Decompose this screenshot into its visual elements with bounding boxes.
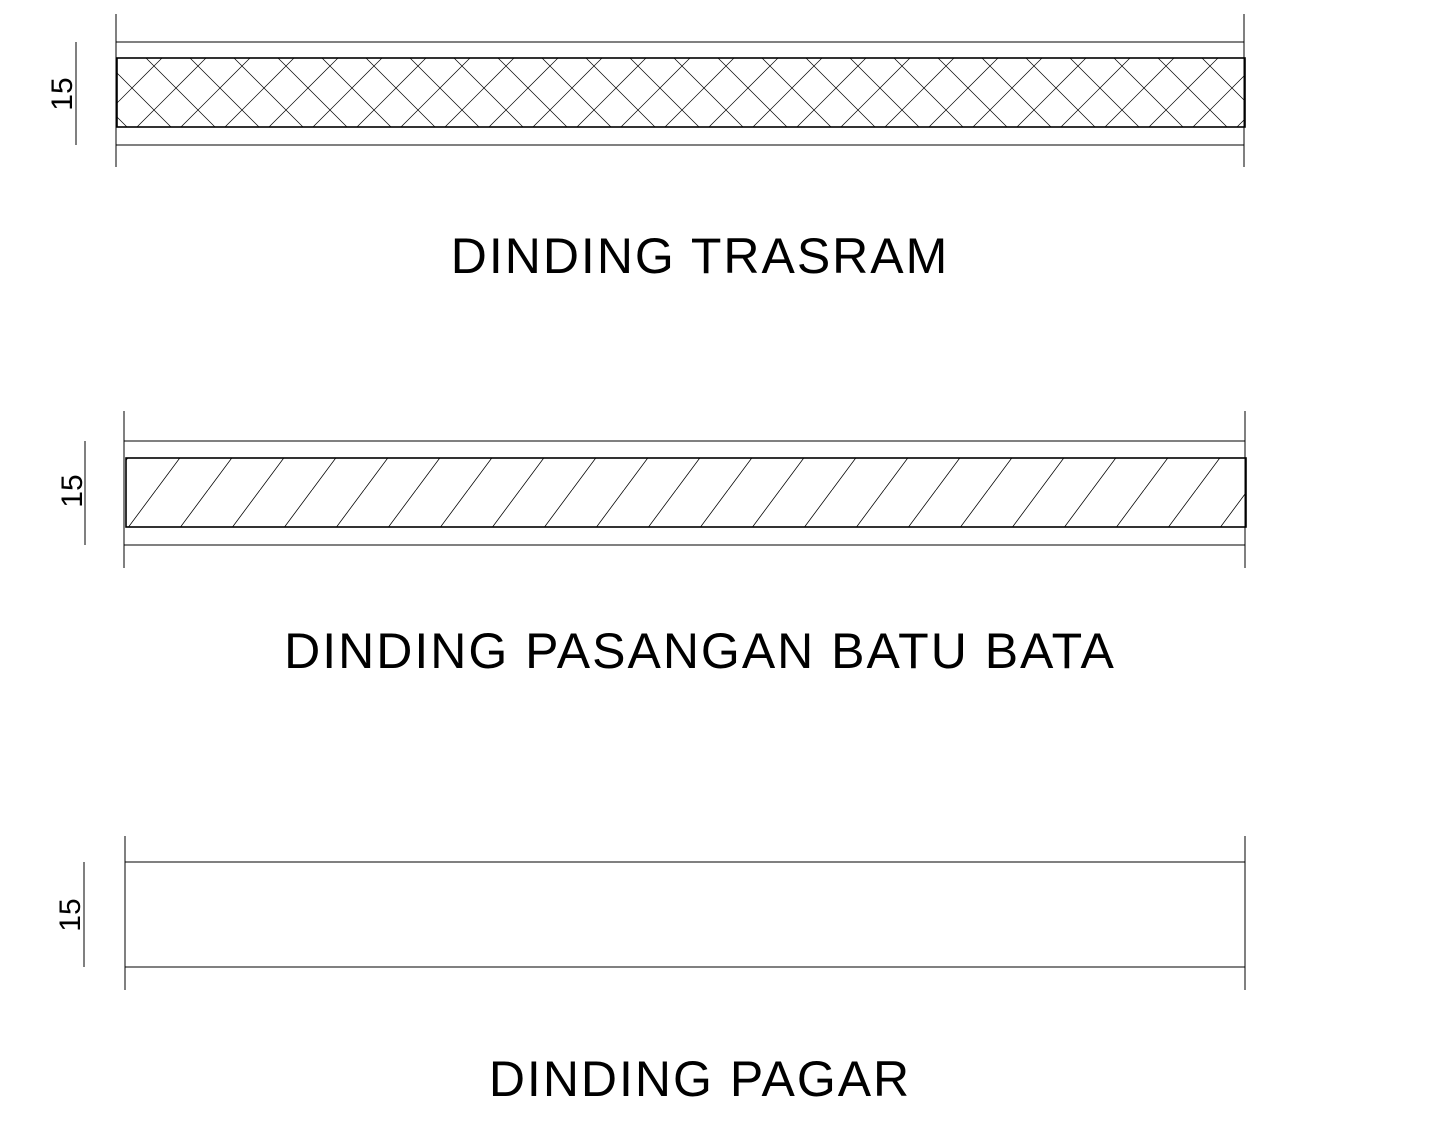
wall-detail-trasram: 15 DINDING TRASRAM bbox=[46, 14, 1246, 284]
dimension-label: 15 bbox=[56, 474, 89, 507]
section-title: DINDING PASANGAN BATU BATA bbox=[284, 623, 1116, 679]
section-title: DINDING PAGAR bbox=[489, 1051, 911, 1107]
wall-detail-pagar: 15 DINDING PAGAR bbox=[54, 836, 1246, 1107]
crosshatch-wall-body bbox=[116, 57, 1246, 128]
dimension-label: 15 bbox=[54, 898, 87, 931]
diagonal-hatch-wall-body bbox=[125, 457, 1247, 528]
dimension-label: 15 bbox=[46, 77, 79, 110]
section-title: DINDING TRASRAM bbox=[451, 228, 950, 284]
wall-detail-bata: 15 DINDING PASANGAN BATU BATA bbox=[56, 411, 1247, 679]
